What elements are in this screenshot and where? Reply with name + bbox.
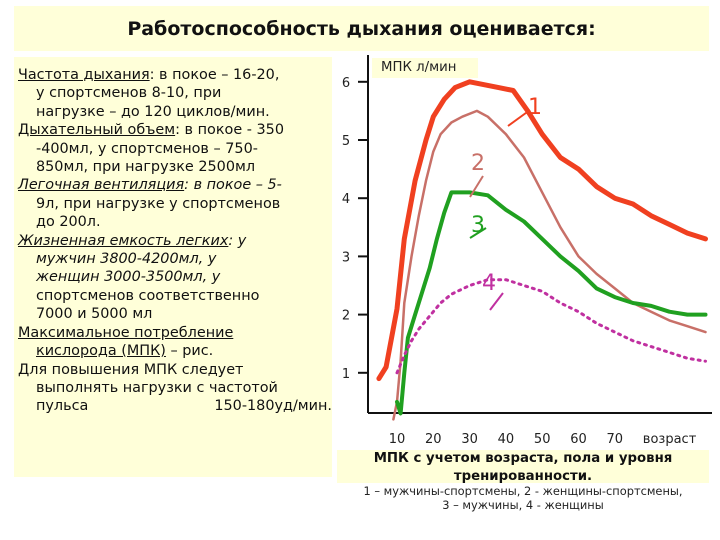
series-label-1: 1	[528, 95, 542, 120]
x-tick-label: 40	[498, 432, 515, 447]
caption-title-line1: МПК с учетом возраста, пола и уровня	[373, 451, 673, 466]
series-label-4: 4	[482, 271, 496, 296]
left-panel	[14, 57, 332, 477]
page-title: Работоспособность дыхания оценивается:	[127, 17, 596, 40]
y-tick-label: 1	[342, 367, 350, 382]
text-line: у спортсменов 8-10, при	[36, 85, 222, 102]
series-pointer-3	[469, 227, 487, 239]
x-tick-label: 30	[461, 432, 478, 447]
text-line: : в покое – 16-20,	[149, 67, 280, 83]
left-text: Частота дыхания: в покое – 16-20, у спор…	[18, 66, 336, 416]
y-axis-label-box: МПК л/мин	[372, 58, 478, 78]
series-pointer-1	[507, 109, 531, 127]
text-line: женщин 3000-3500мл, у	[36, 269, 221, 286]
caption-legend-line1: 1 – мужчины-спортсмены, 2 - женщины-спор…	[363, 484, 683, 498]
caption-box: МПК с учетом возраста, пола и уровня тре…	[337, 450, 709, 484]
x-tick-label: 10	[389, 432, 406, 447]
series-pointer-2	[469, 175, 484, 198]
text-line: мужчин 3800-4200мл, у	[36, 251, 217, 268]
text-line: : в покое – 5-	[184, 177, 282, 194]
term-max-oxygen: Максимальное потребление	[18, 324, 234, 341]
y-tick-label: 3	[342, 250, 350, 265]
y-tick-label: 6	[342, 76, 350, 91]
x-tick-label: 60	[570, 432, 587, 447]
series-label-3: 3	[471, 213, 485, 238]
x-tick-label: 70	[607, 432, 624, 447]
text-line: нагрузке – до 120 циклов/мин.	[36, 103, 270, 120]
series-line-1	[376, 79, 708, 382]
caption-title-line2: тренированности.	[453, 468, 593, 484]
text-line: : у	[228, 232, 247, 249]
x-tick-label: 50	[534, 432, 551, 447]
text-line: Для повышения МПК следует	[18, 361, 244, 378]
series-pointer-4	[489, 292, 504, 311]
term-breathing-rate: Частота дыхания	[18, 67, 150, 83]
text-line: выполнять нагрузки с частотой	[36, 379, 278, 396]
text-line: 150-180уд/мин.	[214, 398, 332, 415]
y-tick-label: 5	[342, 134, 350, 149]
series-line-4	[395, 278, 707, 375]
title-box: Работоспособность дыхания оценивается:	[14, 6, 709, 51]
term-mpk: кислорода (МПК)	[36, 343, 166, 360]
text-line: 9л, при нагрузке у спортсменов	[36, 195, 281, 212]
y-tick-label: 4	[342, 192, 350, 207]
series-line-2	[392, 109, 707, 421]
text-line: -400мл, у спортсменов – 750-	[36, 140, 258, 157]
term-vital-capacity: Жизненная емкость легких	[18, 232, 229, 249]
y-axis-label: МПК л/мин	[381, 60, 457, 75]
text-line: спортсменов соответственно	[36, 287, 260, 304]
term-pulmonary-ventilation: Легочная вентиляция	[18, 177, 185, 194]
series-label-2: 2	[471, 151, 485, 176]
caption-legend-line2: 3 – мужчины, 4 - женщины	[442, 498, 604, 512]
text-line: 7000 и 5000 мл	[36, 306, 153, 323]
text-line: до 200л.	[36, 214, 101, 231]
series-line-3	[395, 190, 708, 416]
text-line: 850мл, при нагрузке 2500мл	[36, 159, 256, 176]
text-line: : в покое - 350	[175, 122, 284, 139]
text-line: пульса	[36, 398, 89, 415]
x-tick-label: 20	[425, 432, 442, 447]
caption-legend: 1 – мужчины-спортсмены, 2 - женщины-спор…	[337, 484, 709, 512]
term-tidal-volume: Дыхательный объем	[18, 122, 176, 139]
text-line: – рис.	[165, 343, 214, 360]
x-axis-label: возраст	[643, 432, 697, 447]
y-tick-label: 2	[342, 309, 350, 324]
